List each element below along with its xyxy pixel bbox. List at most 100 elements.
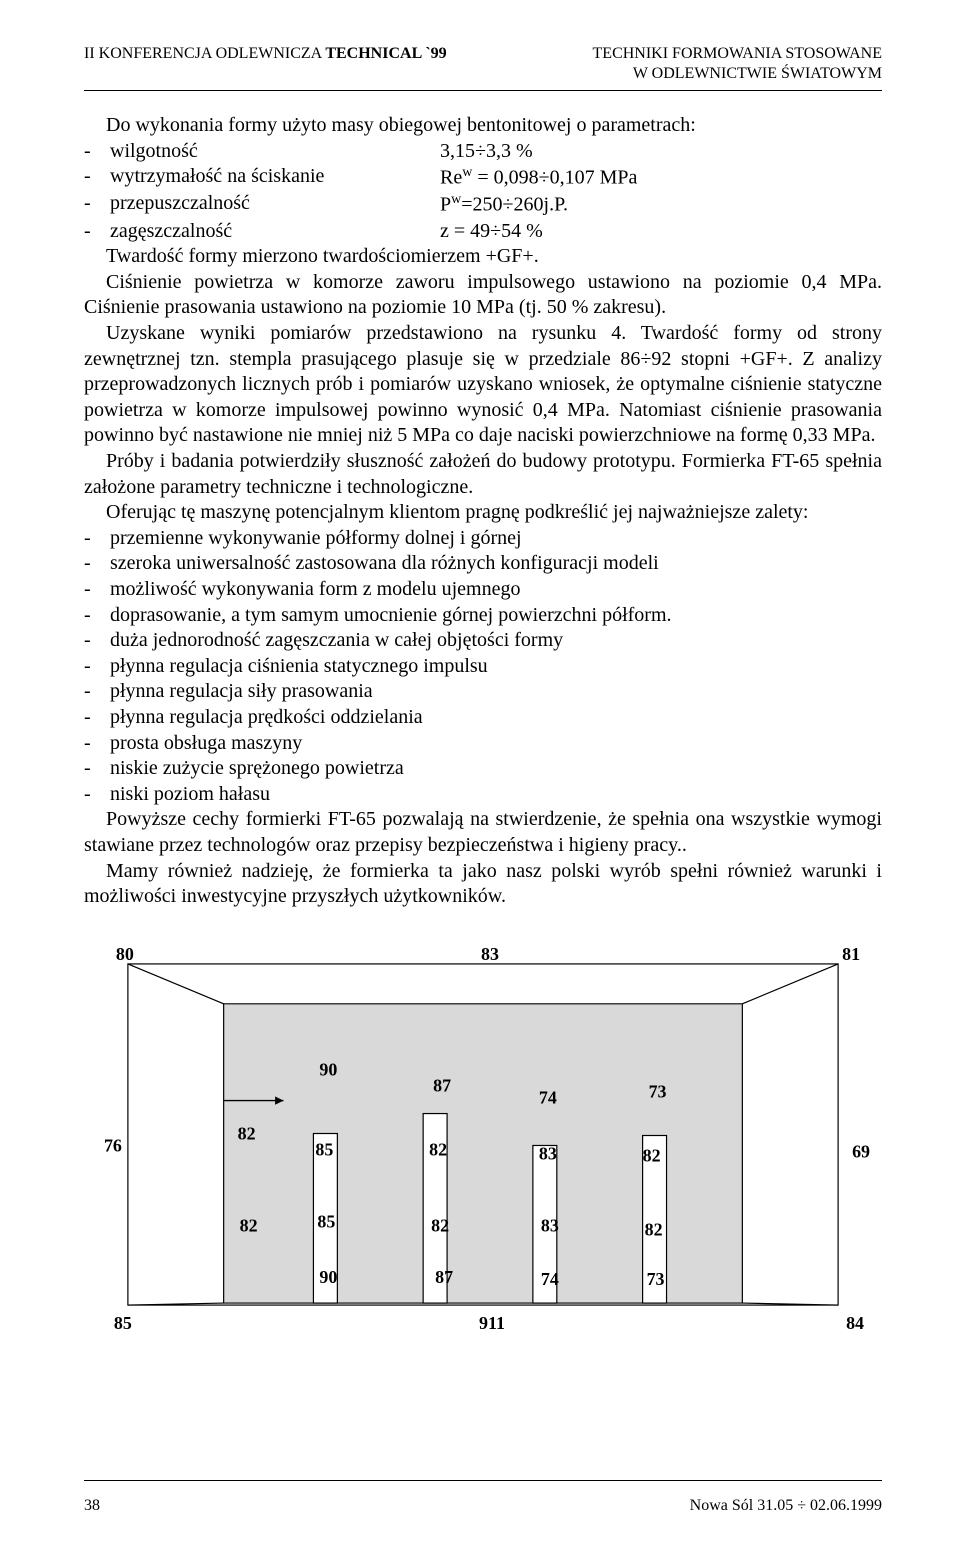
bullet-text: niskie zużycie sprężonego powietrza [110,756,404,782]
header-right-line1: TECHNIKI FORMOWANIA STOSOWANE [593,44,882,64]
para-5: Oferując tę maszynę potencjalnym kliento… [84,500,882,526]
param-value: Rew = 0,098÷0,107 MPa [440,164,637,191]
param-label: wytrzymałość na ściskanie [110,164,440,191]
para-3: Uzyskane wyniki pomiarów przedstawiono n… [84,321,882,449]
diagram-label: 90 [319,1267,337,1287]
bullet-row: - niskie zużycie sprężonego powietrza [84,756,882,782]
param-row: - wytrzymałość na ściskanieRew = 0,098÷0… [84,164,882,191]
param-value: z = 49÷54 % [440,219,543,245]
param-dash: - [84,139,110,165]
header-rule [84,90,882,91]
diagram-label: 82 [429,1139,447,1159]
diagram-label: 76 [104,1135,122,1155]
para-1: Twardość formy mierzono twardościomierze… [84,244,882,270]
param-row: - przepuszczalnośćPw=250÷260j.P. [84,191,882,218]
param-value: Pw=250÷260j.P. [440,191,568,218]
diagram-label: 74 [539,1087,557,1107]
header-left: II KONFERENCJA ODLEWNICZA TECHNICAL `99 [84,44,447,64]
diagram-label: 83 [481,944,499,964]
diagram-label: 69 [852,1141,870,1161]
diagram: 8083819087747376828582838269828582838290… [84,936,882,1335]
bullet-row: - płynna regulacja ciśnienia statycznego… [84,654,882,680]
header-left-bold: TECHNICAL `99 [325,45,446,62]
diagram-label: 82 [643,1145,661,1165]
diagram-label: 74 [541,1269,559,1289]
bullet-text: szeroka uniwersalność zastosowana dla ró… [110,551,659,577]
diagram-label: 73 [647,1269,665,1289]
header-right: TECHNIKI FORMOWANIA STOSOWANE W ODLEWNIC… [593,44,882,84]
bullet-dash: - [84,577,110,603]
footer-right: Nowa Sól 31.05 ÷ 02.06.1999 [690,1497,882,1515]
para-4: Próby i badania potwierdziły słuszność z… [84,449,882,500]
bullet-row: - doprasowanie, a tym samym umocnienie g… [84,603,882,629]
param-dash: - [84,219,110,245]
bullet-row: - możliwość wykonywania form z modelu uj… [84,577,882,603]
header-left-plain: II KONFERENCJA ODLEWNICZA [84,45,325,62]
bullet-text: prosta obsługa maszyny [110,731,302,757]
page: II KONFERENCJA ODLEWNICZA TECHNICAL `99 … [0,0,960,1555]
page-footer: 38 Nowa Sól 31.05 ÷ 02.06.1999 [84,1497,882,1515]
diagram-label: 87 [433,1075,451,1095]
bullet-text: niski poziom hałasu [110,782,270,808]
param-list: - wilgotność3,15÷3,3 %- wytrzymałość na … [84,139,882,245]
bullet-row: - duża jednorodność zagęszczania w całej… [84,628,882,654]
bullet-text: duża jednorodność zagęszczania w całej o… [110,628,563,654]
bullet-dash: - [84,551,110,577]
bullet-dash: - [84,782,110,808]
param-value: 3,15÷3,3 % [440,139,533,165]
bullet-dash: - [84,654,110,680]
bullet-list: - przemienne wykonywanie półformy dolnej… [84,526,882,808]
param-row: - zagęszczalnośćz = 49÷54 % [84,219,882,245]
bullet-text: możliwość wykonywania form z modelu ujem… [110,577,520,603]
param-dash: - [84,191,110,218]
diagram-label: 85 [315,1139,333,1159]
diagram-label: 83 [539,1143,557,1163]
bullet-text: płynna regulacja ciśnienia statycznego i… [110,654,488,680]
bullet-text: płynna regulacja prędkości oddzielania [110,705,423,731]
bullet-row: - prosta obsługa maszyny [84,731,882,757]
diagram-label: 82 [240,1215,258,1235]
diagram-svg: 8083819087747376828582838269828582838290… [84,936,882,1335]
param-dash: - [84,164,110,191]
diagram-label: 85 [317,1211,335,1231]
bullet-dash: - [84,526,110,552]
diagram-label: 84 [846,1313,864,1333]
header-right-line2: W ODLEWNICTWIE ŚWIATOWYM [593,64,882,84]
page-header: II KONFERENCJA ODLEWNICZA TECHNICAL `99 … [84,44,882,84]
param-label: wilgotność [110,139,440,165]
bullet-dash: - [84,705,110,731]
diagram-label: 85 [114,1313,132,1333]
bullet-dash: - [84,756,110,782]
bullet-row: - płynna regulacja prędkości oddzielania [84,705,882,731]
diagram-label: 73 [649,1081,667,1101]
bullet-dash: - [84,603,110,629]
diagram-label: 82 [645,1219,663,1239]
bullet-row: - przemienne wykonywanie półformy dolnej… [84,526,882,552]
bullet-row: - płynna regulacja siły prasowania [84,679,882,705]
footer-page-no: 38 [84,1497,100,1515]
diagram-label: 911 [479,1313,505,1333]
intro-line: Do wykonania formy użyto masy obiegowej … [84,113,882,139]
diagram-label: 80 [116,944,134,964]
diagram-label: 82 [431,1215,449,1235]
param-label: przepuszczalność [110,191,440,218]
para-7: Mamy również nadzieję, że formierka ta j… [84,859,882,910]
para-2: Ciśnienie powietrza w komorze zaworu imp… [84,270,882,321]
bullet-text: doprasowanie, a tym samym umocnienie gór… [110,603,672,629]
bullet-dash: - [84,628,110,654]
bullet-row: - szeroka uniwersalność zastosowana dla … [84,551,882,577]
diagram-label: 83 [541,1215,559,1235]
diagram-label: 87 [435,1267,453,1287]
diagram-label: 81 [842,944,860,964]
bullet-text: przemienne wykonywanie półformy dolnej i… [110,526,522,552]
param-row: - wilgotność3,15÷3,3 % [84,139,882,165]
param-label: zagęszczalność [110,219,440,245]
body-text: Do wykonania formy użyto masy obiegowej … [84,113,882,910]
para-6: Powyższe cechy formierki FT-65 pozwalają… [84,807,882,858]
diagram-label: 90 [319,1059,337,1079]
footer-rule [84,1480,882,1481]
bullet-dash: - [84,731,110,757]
bullet-text: płynna regulacja siły prasowania [110,679,373,705]
bullet-dash: - [84,679,110,705]
bullet-row: - niski poziom hałasu [84,782,882,808]
